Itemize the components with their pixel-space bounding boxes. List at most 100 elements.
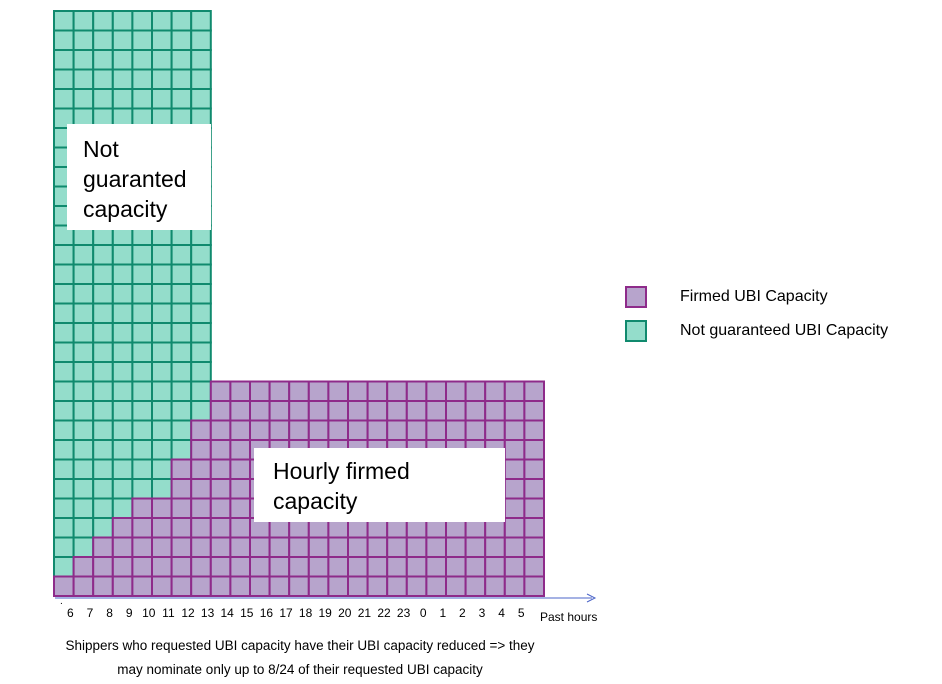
firmed-cell <box>347 575 369 597</box>
firmed-cell <box>484 400 506 422</box>
not-guaranteed-cell <box>111 419 134 441</box>
not-guaranteed-cell <box>151 341 173 363</box>
firmed-cell <box>229 478 251 500</box>
firmed-cell <box>366 575 389 597</box>
not-guaranteed-cell <box>53 536 75 558</box>
x-axis-tick: 20 <box>338 606 352 620</box>
not-guaranteed-cell <box>53 88 75 110</box>
firmed-cell <box>347 556 369 578</box>
not-guaranteed-cell <box>151 400 173 422</box>
x-axis-tick: 17 <box>279 606 293 620</box>
not-guaranteed-cell <box>72 10 95 32</box>
not-guaranteed-cell <box>131 458 153 480</box>
not-guaranteed-cell <box>131 49 153 71</box>
firmed-cell <box>92 556 114 578</box>
not-guaranteed-cell <box>170 88 193 110</box>
firmed-cell <box>288 400 310 422</box>
firmed-cell <box>249 556 271 578</box>
not-guaranteed-cell <box>72 478 95 500</box>
not-guaranteed-cell <box>53 283 75 305</box>
firmed-cell <box>503 439 526 461</box>
firmed-cell <box>445 400 467 422</box>
not-guaranteed-cell <box>53 29 75 51</box>
firmed-cell <box>307 400 330 422</box>
firmed-cell <box>386 380 408 402</box>
x-axis-tick: 4 <box>498 606 505 620</box>
not-guaranteed-cell <box>72 88 95 110</box>
not-guaranteed-cell <box>53 517 75 539</box>
firmed-cell <box>425 556 447 578</box>
firmed-cell <box>425 419 447 441</box>
firmed-cell <box>268 575 291 597</box>
firmed-cell <box>209 458 232 480</box>
not-guaranteed-cell <box>190 88 212 110</box>
firmed-cell <box>209 517 232 539</box>
not-guaranteed-cell <box>111 29 134 51</box>
not-guaranteed-cell <box>53 478 75 500</box>
x-axis-tick: 3 <box>478 606 486 620</box>
firmed-cell <box>503 478 526 500</box>
firmed-cell <box>386 556 408 578</box>
not-guaranteed-cell <box>131 478 153 500</box>
not-guaranteed-cell <box>170 380 193 402</box>
not-guaranteed-cell <box>131 439 153 461</box>
firmed-cell <box>464 556 487 578</box>
not-guaranteed-cell <box>111 380 134 402</box>
not-guaranteed-cell <box>131 263 153 285</box>
not-guaranteed-cell <box>151 49 173 71</box>
firmed-cell <box>229 458 251 480</box>
not-guaranteed-cell <box>92 419 114 441</box>
not-guaranteed-cell <box>111 88 134 110</box>
firmed-cell <box>170 497 193 519</box>
firmed-cell <box>366 536 389 558</box>
not-guaranteed-cell <box>111 68 134 90</box>
not-guaranteed-cell <box>92 263 114 285</box>
not-guaranteed-cell <box>72 244 95 266</box>
firmed-cell <box>151 497 173 519</box>
not-guaranteed-cell <box>170 322 193 344</box>
x-axis-tick: 22 <box>377 606 391 620</box>
firmed-cell <box>209 575 232 597</box>
hourly-firmed-capacity-label: Hourly firmed capacity <box>254 448 505 522</box>
firmed-cell <box>425 380 447 402</box>
not-guaranteed-cell <box>92 68 114 90</box>
firmed-cell <box>503 400 526 422</box>
not-guaranteed-cell <box>170 400 193 422</box>
firmed-cell <box>503 458 526 480</box>
not-guaranteed-cell <box>92 439 114 461</box>
firmed-cell <box>405 556 428 578</box>
firmed-cell <box>347 419 369 441</box>
firmed-cell <box>151 536 173 558</box>
firmed-cell <box>209 536 232 558</box>
firmed-cell <box>327 400 349 422</box>
not-guaranteed-cell <box>131 68 153 90</box>
firmed-cell <box>268 536 291 558</box>
firmed-cell <box>503 517 526 539</box>
firmed-cell <box>92 575 114 597</box>
firmed-cell <box>288 575 310 597</box>
not-guaranteed-cell <box>151 322 173 344</box>
x-axis-tick: 7 <box>86 606 94 620</box>
not-guaranteed-cell <box>72 439 95 461</box>
firmed-cell <box>268 556 291 578</box>
firmed-cell <box>249 575 271 597</box>
not-guaranteed-cell <box>190 10 212 32</box>
firmed-cell <box>464 536 487 558</box>
firmed-cell <box>503 380 526 402</box>
not-guaranteed-label-line-1: Not <box>83 136 119 162</box>
firmed-cell <box>445 556 467 578</box>
not-guaranteed-cell <box>111 458 134 480</box>
not-guaranteed-cell <box>72 68 95 90</box>
x-axis-tick: 2 <box>459 606 466 620</box>
firmed-cell <box>170 517 193 539</box>
not-guaranteed-cell <box>170 10 193 32</box>
firmed-cell <box>307 419 330 441</box>
not-guaranteed-cell <box>131 302 153 324</box>
firmed-label-line-1: Hourly firmed <box>273 458 410 484</box>
not-guaranteed-cell <box>131 361 153 383</box>
not-guaranteed-cell <box>131 244 153 266</box>
firmed-cell <box>405 419 428 441</box>
firmed-cell <box>523 536 546 558</box>
firmed-cell <box>229 536 251 558</box>
firmed-cell <box>229 497 251 519</box>
